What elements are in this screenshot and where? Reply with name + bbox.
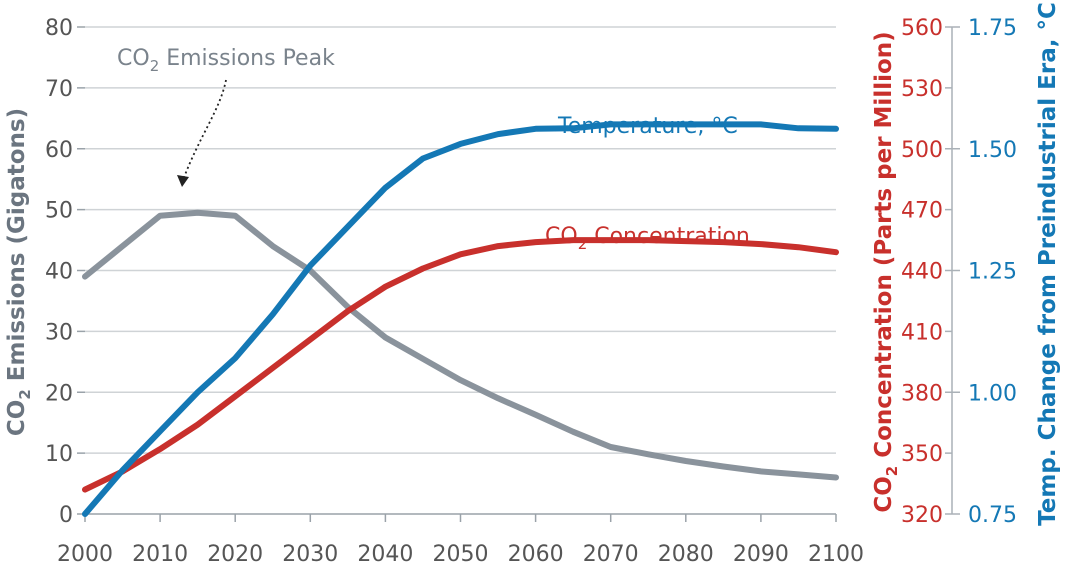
bottom-tick-label: 2060 bbox=[508, 542, 564, 566]
emissions-peak-annotation: CO2 Emissions Peak bbox=[117, 46, 335, 75]
concentration-tick-label: 530 bbox=[901, 77, 943, 102]
emissions-line bbox=[82, 209, 839, 481]
concentration-tick-label: 410 bbox=[901, 320, 943, 345]
bottom-tick-label: 2020 bbox=[207, 542, 263, 566]
bottom-tick-label: 2040 bbox=[357, 542, 413, 566]
bottom-tick-label: 2070 bbox=[583, 542, 639, 566]
bottom-tick-label: 2090 bbox=[733, 542, 789, 566]
left-axis: 0 10 20 30 40 50 60 70 80 bbox=[45, 16, 85, 528]
temperature-tick-label: 0.75 bbox=[968, 503, 1017, 528]
temperature-axis-label: Temp. Change from Preindustrial Era, °C bbox=[1035, 2, 1061, 526]
temperature-tick-label: 1.25 bbox=[968, 260, 1017, 285]
concentration-tick-label: 350 bbox=[901, 442, 943, 467]
temperature-tick-label: 1.00 bbox=[968, 381, 1017, 406]
left-tick-label: 80 bbox=[45, 16, 73, 41]
left-tick-label: 40 bbox=[45, 260, 73, 285]
concentration-series-label: CO2 Concentration bbox=[545, 224, 750, 253]
bottom-tick-label: 2050 bbox=[433, 542, 489, 566]
temperature-tick-label: 1.75 bbox=[968, 16, 1017, 41]
temperature-line bbox=[82, 121, 839, 517]
left-tick-label: 30 bbox=[45, 320, 73, 345]
concentration-axis: 320 350 380 410 440 470 500 530 560 bbox=[901, 16, 953, 528]
bottom-tick-label: 2000 bbox=[57, 542, 113, 566]
left-tick-label: 10 bbox=[45, 442, 73, 467]
left-tick-label: 50 bbox=[45, 199, 73, 224]
concentration-axis-label: CO2 Concentration (Parts per Million) bbox=[871, 31, 901, 512]
left-axis-label: CO2 Emissions (Gigatons) bbox=[4, 108, 34, 436]
concentration-tick-label: 440 bbox=[901, 260, 943, 285]
concentration-tick-label: 320 bbox=[901, 503, 943, 528]
concentration-tick-label: 500 bbox=[901, 138, 943, 163]
left-tick-label: 0 bbox=[59, 503, 73, 528]
concentration-tick-label: 470 bbox=[901, 199, 943, 224]
temperature-axis: 0.75 1.00 1.25 1.50 1.75 bbox=[952, 16, 1017, 528]
bottom-tick-label: 2010 bbox=[132, 542, 188, 566]
bottom-tick-label: 2080 bbox=[658, 542, 714, 566]
emissions-peak-arrowhead bbox=[177, 175, 189, 187]
concentration-tick-label: 560 bbox=[901, 16, 943, 41]
temperature-tick-label: 1.50 bbox=[968, 138, 1017, 163]
series-lines bbox=[82, 121, 839, 517]
bottom-axis: 2000 2010 2020 2030 2040 2050 2060 2070 2080 2090… bbox=[57, 514, 864, 566]
bottom-tick-label: 2030 bbox=[282, 542, 338, 566]
left-tick-label: 70 bbox=[45, 77, 73, 102]
gridlines bbox=[85, 26, 836, 515]
temperature-series-label: Temperature, °C bbox=[557, 114, 738, 139]
concentration-tick-label: 380 bbox=[901, 381, 943, 406]
concentration-line bbox=[82, 237, 839, 493]
left-tick-label: 20 bbox=[45, 381, 73, 406]
left-tick-label: 60 bbox=[45, 138, 73, 163]
bottom-tick-label: 2100 bbox=[808, 542, 864, 566]
emissions-peak-arrow bbox=[182, 79, 227, 181]
